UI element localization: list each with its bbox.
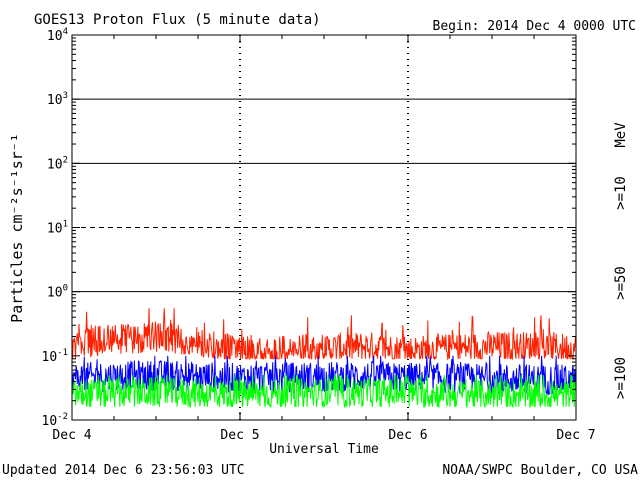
grid-layer: [72, 35, 576, 420]
y-tick-label: 100: [47, 284, 68, 301]
legend-ge50: >=50: [613, 266, 629, 300]
series-layer: [71, 308, 576, 409]
x-tick-label: Dec 4: [52, 428, 91, 443]
x-tick-label: Dec 6: [388, 428, 427, 443]
series-line: [71, 374, 576, 409]
y-tick-label: 10-1: [42, 348, 69, 365]
y-axis-label: Particles cm⁻²s⁻¹sr⁻¹: [8, 133, 26, 323]
series-line: [71, 308, 576, 361]
plot-frame: [71, 34, 577, 421]
y-tick-label: 103: [47, 91, 68, 108]
axis-layer: 10-2 10-1 100 101 102 103 104 Dec 4 Dec 5 Dec 6 De…: [42, 27, 596, 443]
begin-time: Begin: 2014 Dec 4 0000 UTC: [433, 19, 637, 34]
updated-timestamp: Updated 2014 Dec 6 23:56:03 UTC: [2, 463, 245, 478]
legend-ge100: >=100: [613, 357, 629, 399]
y-tick-label: 10-2: [42, 412, 69, 429]
y-tick-label: 101: [47, 220, 68, 237]
x-tick-label: Dec 5: [220, 428, 259, 443]
y-tick-label: 102: [47, 155, 68, 172]
x-tick-label: Dec 7: [556, 428, 595, 443]
legend-unit: MeV: [613, 122, 629, 148]
y-tick-label: 104: [47, 27, 68, 44]
chart-title: GOES13 Proton Flux (5 minute data): [34, 12, 321, 28]
credit-line: NOAA/SWPC Boulder, CO USA: [442, 463, 638, 478]
legend-ge10: >=10: [613, 176, 629, 210]
x-axis-label: Universal Time: [269, 442, 379, 457]
